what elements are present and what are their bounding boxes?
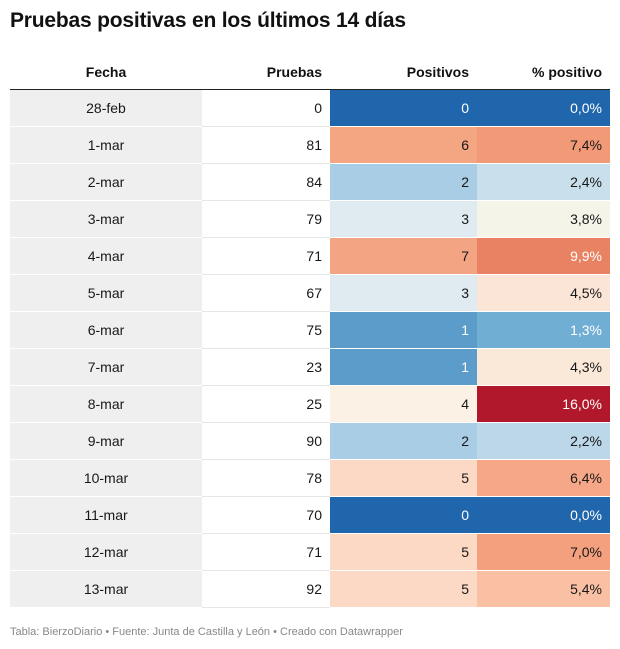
table-row: 3-mar 79 3 3,8% xyxy=(10,200,610,238)
fecha-cell: 13-mar xyxy=(10,570,202,608)
positivos-cell: 7 xyxy=(330,237,477,275)
pct-positivo-cell: 0,0% xyxy=(477,89,610,127)
fecha-cell: 12-mar xyxy=(10,533,202,571)
table-row: 10-mar 78 5 6,4% xyxy=(10,459,610,497)
fecha-cell: 11-mar xyxy=(10,496,202,534)
pct-positivo-cell: 1,3% xyxy=(477,311,610,349)
pruebas-cell: 78 xyxy=(202,459,330,497)
pruebas-cell: 75 xyxy=(202,311,330,349)
column-header-pct-positivo[interactable]: % positivo xyxy=(477,54,610,90)
positivos-cell: 5 xyxy=(330,533,477,571)
table-row: 6-mar 75 1 1,3% xyxy=(10,311,610,349)
table-row: 8-mar 25 4 16,0% xyxy=(10,385,610,423)
pct-positivo-cell: 16,0% xyxy=(477,385,610,423)
positivos-cell: 6 xyxy=(330,126,477,164)
positivos-cell: 4 xyxy=(330,385,477,423)
table-row: 12-mar 71 5 7,0% xyxy=(10,533,610,571)
pruebas-cell: 81 xyxy=(202,126,330,164)
pct-positivo-cell: 2,2% xyxy=(477,422,610,460)
pct-positivo-cell: 4,3% xyxy=(477,348,610,386)
pruebas-cell: 70 xyxy=(202,496,330,534)
pruebas-cell: 90 xyxy=(202,422,330,460)
table-row: 13-mar 92 5 5,4% xyxy=(10,570,610,608)
fecha-cell: 10-mar xyxy=(10,459,202,497)
table-row: 7-mar 23 1 4,3% xyxy=(10,348,610,386)
positivos-cell: 1 xyxy=(330,348,477,386)
positivos-cell: 3 xyxy=(330,200,477,238)
pct-positivo-cell: 0,0% xyxy=(477,496,610,534)
pct-positivo-cell: 5,4% xyxy=(477,570,610,608)
pct-positivo-cell: 2,4% xyxy=(477,163,610,201)
table-row: 5-mar 67 3 4,5% xyxy=(10,274,610,312)
fecha-cell: 7-mar xyxy=(10,348,202,386)
pct-positivo-cell: 7,0% xyxy=(477,533,610,571)
pct-positivo-cell: 7,4% xyxy=(477,126,610,164)
table-row: 4-mar 71 7 9,9% xyxy=(10,237,610,275)
fecha-cell: 3-mar xyxy=(10,200,202,238)
header-row: Fecha Pruebas Positivos % positivo xyxy=(10,54,610,90)
pruebas-cell: 92 xyxy=(202,570,330,608)
pruebas-cell: 23 xyxy=(202,348,330,386)
pruebas-cell: 67 xyxy=(202,274,330,312)
fecha-cell: 1-mar xyxy=(10,126,202,164)
chart-title: Pruebas positivas en los últimos 14 días xyxy=(10,9,406,32)
fecha-cell: 8-mar xyxy=(10,385,202,423)
pruebas-cell: 0 xyxy=(202,89,330,127)
pruebas-cell: 79 xyxy=(202,200,330,238)
positivos-cell: 2 xyxy=(330,422,477,460)
positivos-cell: 5 xyxy=(330,459,477,497)
column-header-pruebas[interactable]: Pruebas xyxy=(202,54,330,90)
table-row: 2-mar 84 2 2,4% xyxy=(10,163,610,201)
positivos-cell: 3 xyxy=(330,274,477,312)
fecha-cell: 9-mar xyxy=(10,422,202,460)
pct-positivo-cell: 3,8% xyxy=(477,200,610,238)
positivos-cell: 0 xyxy=(330,89,477,127)
table-row: 11-mar 70 0 0,0% xyxy=(10,496,610,534)
pruebas-cell: 71 xyxy=(202,533,330,571)
positivos-cell: 1 xyxy=(330,311,477,349)
fecha-cell: 2-mar xyxy=(10,163,202,201)
fecha-cell: 4-mar xyxy=(10,237,202,275)
data-table: Fecha Pruebas Positivos % positivo 28-fe… xyxy=(10,54,610,608)
pruebas-cell: 71 xyxy=(202,237,330,275)
pruebas-cell: 25 xyxy=(202,385,330,423)
pct-positivo-cell: 9,9% xyxy=(477,237,610,275)
pruebas-cell: 84 xyxy=(202,163,330,201)
footer-credits: Tabla: BierzoDiario • Fuente: Junta de C… xyxy=(10,626,403,638)
fecha-cell: 28-feb xyxy=(10,89,202,127)
table-body: 28-feb 0 0 0,0% 1-mar 81 6 7,4% 2-mar 84 2 2,4% 3-ma… xyxy=(10,89,610,608)
table-row: 28-feb 0 0 0,0% xyxy=(10,89,610,127)
fecha-cell: 5-mar xyxy=(10,274,202,312)
table-row: 9-mar 90 2 2,2% xyxy=(10,422,610,460)
table-row: 1-mar 81 6 7,4% xyxy=(10,126,610,164)
column-header-fecha[interactable]: Fecha xyxy=(10,54,202,90)
column-header-positivos[interactable]: Positivos xyxy=(330,54,477,90)
pct-positivo-cell: 6,4% xyxy=(477,459,610,497)
positivos-cell: 2 xyxy=(330,163,477,201)
positivos-cell: 0 xyxy=(330,496,477,534)
positivos-cell: 5 xyxy=(330,570,477,608)
fecha-cell: 6-mar xyxy=(10,311,202,349)
pct-positivo-cell: 4,5% xyxy=(477,274,610,312)
